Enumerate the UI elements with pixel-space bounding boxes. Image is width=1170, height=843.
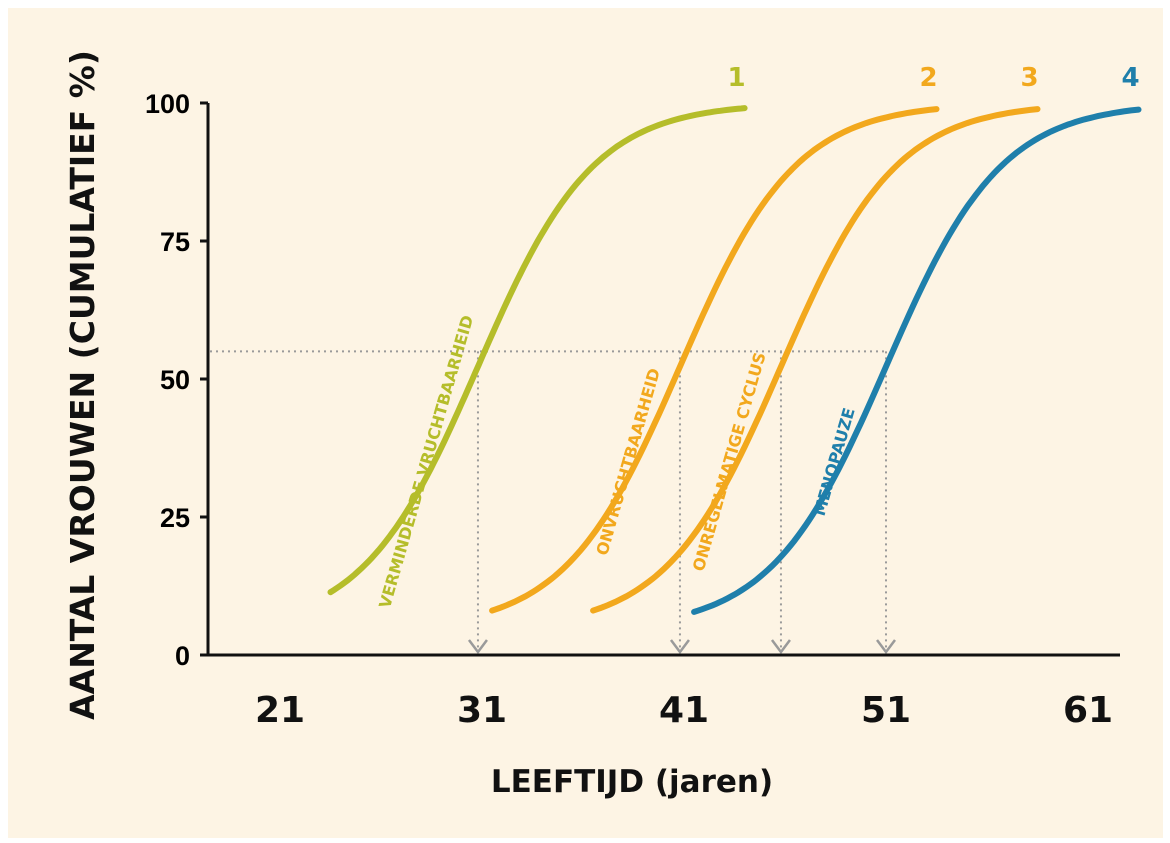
curve-label-4: MENOPAUZE [810,406,859,518]
reference-arrow-3 [770,639,791,655]
y-tick-label-100: 100 [145,89,190,119]
curve-number-2: 2 [919,63,937,93]
curve-2 [489,106,940,614]
curve-4 [691,106,1142,615]
x-axis-title: LEEFTIJD (jaren) [491,764,773,800]
x-tick-label-21: 21 [255,690,305,731]
y-tick-label-0: 0 [175,641,190,671]
reference-lines [210,350,896,655]
y-tick-label-50: 50 [160,365,190,395]
curve-1 [327,105,748,596]
y-tick-label-25: 25 [160,503,190,533]
curve-number-1: 1 [728,63,746,93]
curves [327,105,1142,615]
curve-label-2: ONVRUCHTBAARHEID [592,366,664,557]
curve-number-4: 4 [1121,63,1139,93]
x-ticks: 21 31 41 51 61 [255,690,1113,731]
curve-label-3: ONREGELMATIGE CYCLUS [689,350,770,573]
chart-background [8,8,1163,838]
x-tick-label-31: 31 [457,690,507,731]
x-tick-label-61: 61 [1063,690,1113,731]
reference-arrow-4 [876,639,896,655]
reference-arrow-1 [467,639,488,655]
y-tick-label-75: 75 [160,227,190,257]
y-axis-title: AANTAL VROUWEN (CUMULATIEF %) [63,50,102,720]
curve-number-3: 3 [1020,63,1038,93]
curve-label-1: VERMINDERDE VRUCHTBAARHEID [375,313,477,610]
y-ticks: 0 25 50 75 100 [145,89,208,671]
x-tick-label-51: 51 [861,690,911,731]
x-tick-label-41: 41 [659,690,709,731]
curve-3 [590,106,1041,614]
reference-arrow-2 [669,639,690,655]
